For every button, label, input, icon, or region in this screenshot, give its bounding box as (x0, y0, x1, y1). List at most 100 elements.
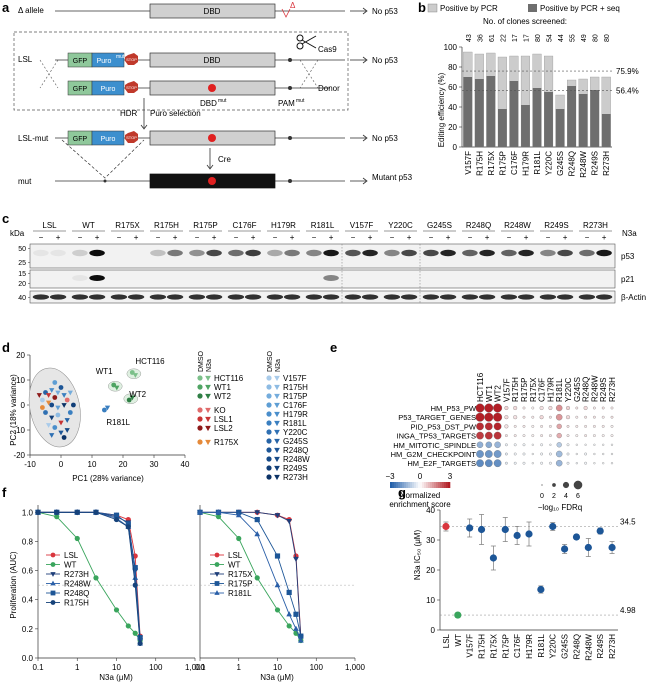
e-bubble (566, 415, 570, 420)
blot-band-actin (32, 294, 50, 300)
g-xtick-label: R273H (608, 634, 617, 659)
e-bubble (555, 413, 563, 421)
d-legend-label: R273H (283, 473, 308, 482)
blot-row-label: p53 (621, 252, 635, 261)
blot-band-p53 (440, 249, 456, 257)
d-point (67, 390, 73, 396)
b-bar-pcr-seq (590, 90, 600, 147)
blot-plus: + (407, 233, 412, 242)
g-ytick-label: 10 (426, 596, 435, 605)
blot-band-p53 (306, 249, 322, 257)
blot-minus: − (429, 233, 434, 242)
blot-lane-label: C176F (232, 221, 256, 230)
e-bubble (476, 459, 484, 468)
blot-plus: + (524, 233, 529, 242)
e-bubble (556, 423, 562, 430)
cas9-label: Cas9 (318, 45, 337, 54)
e-bubble (475, 403, 485, 413)
blot-band-actin (49, 294, 67, 300)
blot-lane-label: R175P (193, 221, 217, 230)
e-bubble (593, 415, 596, 419)
e-col-label: H179R (546, 377, 555, 402)
f2-plot-series-line (200, 511, 302, 641)
d-ytick-label: 10 (16, 376, 25, 385)
f2-plot-legend-marker (214, 562, 220, 567)
blot-minus: − (195, 233, 200, 242)
f1-plot-point (54, 509, 60, 515)
pam-mut-sup: mut (296, 98, 305, 104)
d-point (52, 395, 58, 400)
e-bubble (539, 415, 544, 420)
blot-plus: + (368, 233, 373, 242)
f1-plot-series-line (38, 511, 141, 644)
g-point (537, 585, 545, 594)
legend-pcr-seq: Positive by PCR + seq (540, 4, 620, 13)
blot-band-actin (244, 294, 262, 300)
gfp-label-3: GFP (73, 136, 88, 143)
b-ytick-label: 100 (444, 43, 458, 52)
d-legend-label: V157F (283, 374, 307, 383)
blot-band-p53 (245, 249, 261, 257)
e-bubble (610, 406, 614, 410)
blot-plus: + (563, 233, 568, 242)
e-bubble (593, 434, 596, 437)
blot-minus: − (234, 233, 239, 242)
b-screened-count: 80 (535, 34, 542, 42)
blot-band-p53 (89, 249, 105, 257)
e-col-label: R248W (590, 375, 599, 402)
panel-label-b: b (418, 0, 426, 15)
e-bubble (610, 452, 614, 456)
g-xtick-label: WT (454, 634, 463, 647)
blot-band-p53 (501, 249, 517, 257)
n3a-label: N3a (622, 229, 637, 238)
d-legend-label: C176F (283, 401, 307, 410)
d-point-label: R181L (106, 418, 130, 427)
blot-band-actin (556, 294, 574, 300)
b-xtick-label: R249S (591, 151, 600, 175)
e-colorbar-seg (392, 482, 395, 488)
legend-pcr: Positive by PCR (440, 4, 498, 13)
d-legend-dot (197, 407, 203, 413)
blot-band-p53 (518, 249, 534, 257)
d-legend-dmso: DMSO (198, 350, 205, 372)
d-legend-label: LSL2 (214, 424, 233, 433)
d-legend-label: HCT116 (214, 374, 244, 383)
blot-band-p53 (228, 249, 244, 257)
e-bubble (555, 459, 563, 467)
blot-band-p53 (167, 249, 183, 257)
e-bubble (504, 406, 509, 410)
f1-xlabel: N3a (μM) (99, 673, 133, 682)
f2-plot-point (286, 623, 292, 629)
b-xtick-label: R248Q (568, 151, 577, 176)
d-point (55, 390, 61, 396)
f1-plot-legend-marker (50, 580, 56, 586)
e-size-label: −log₁₀ FDRq (538, 503, 582, 512)
b-bar-pcr-seq (509, 81, 519, 147)
e-bubble (610, 415, 614, 419)
e-bubble (522, 434, 526, 437)
hdr-label: HDR (120, 109, 138, 118)
b-bar-pcr-seq (544, 92, 553, 147)
e-colorbar-seg (390, 482, 393, 488)
blot-band-actin (283, 294, 301, 300)
e-colorbar-tick: −3 (385, 472, 395, 481)
e-colorbar-seg (426, 482, 429, 488)
f2-plot-point (298, 633, 304, 639)
e-bubble (575, 443, 578, 446)
g-xtick-label: LSL (442, 633, 451, 648)
g-point (501, 525, 509, 534)
d-point (64, 397, 70, 403)
e-bubble (575, 425, 579, 428)
blot-band-actin (149, 294, 167, 300)
panel-label-a: a (2, 0, 10, 15)
f1-plot-series-line (38, 511, 141, 644)
d-point (55, 412, 61, 418)
g-xtick-label: R248Q (572, 634, 581, 659)
e-row-label: INGA_TP53_TARGETS (397, 432, 476, 441)
blot-minus: − (117, 233, 122, 242)
d-legend-label: R248Q (283, 446, 308, 455)
e-bubble (540, 425, 543, 428)
g-point (572, 533, 581, 541)
b-screened-count: 49 (581, 34, 588, 42)
blot-band-actin (305, 294, 323, 300)
